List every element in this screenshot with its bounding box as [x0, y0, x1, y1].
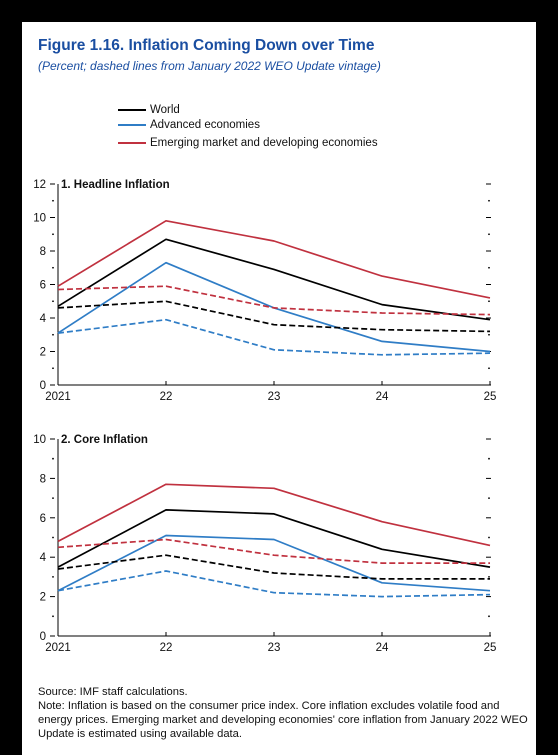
dashed-line-emerging-market-and-developing-economies	[57, 538, 490, 564]
panel-title: 2. Core Inflation	[61, 434, 148, 446]
figure-notes: Source: IMF staff calculations. Note: In…	[38, 685, 530, 741]
y-minor-tick-right	[488, 457, 490, 460]
y-tick-label: 0	[40, 631, 46, 643]
y-tick-label: 2	[40, 592, 46, 604]
x-tick-label: 22	[160, 642, 173, 654]
note-text: Note: Inflation is based on the consumer…	[38, 700, 528, 740]
y-minor-tick	[52, 457, 54, 460]
y-minor-tick	[52, 333, 54, 336]
legend-swatch-emerging	[118, 141, 146, 144]
y-minor-tick	[52, 199, 54, 202]
y-tick-label: 4	[40, 552, 47, 564]
y-tick-label: 0	[40, 380, 46, 392]
y-minor-tick-right	[488, 300, 490, 303]
y-minor-tick-right	[488, 367, 490, 370]
y-tick-label: 4	[40, 313, 47, 325]
legend: World Advanced economies Emerging market…	[118, 100, 378, 152]
y-tick-label: 6	[40, 280, 46, 292]
y-minor-tick-right	[488, 536, 490, 539]
figure-subtitle: (Percent; dashed lines from January 2022…	[38, 59, 381, 73]
legend-swatch-advanced	[118, 123, 146, 126]
line-emerging-market-and-developing-economies	[57, 483, 491, 547]
dashed-line-emerging-market-and-developing-economies	[57, 285, 491, 316]
figure-page: Figure 1.16. Inflation Coming Down over …	[22, 22, 536, 755]
dashed-line-advanced-economies	[57, 318, 491, 356]
x-tick-label: 25	[484, 642, 497, 654]
x-tick-label: 23	[268, 391, 281, 403]
legend-label-emerging: Emerging market and developing economies	[150, 136, 378, 149]
y-minor-tick	[52, 615, 54, 618]
y-minor-tick	[52, 576, 54, 578]
legend-item-advanced: Advanced economies	[118, 115, 378, 134]
x-tick-label: 2021	[45, 391, 71, 403]
legend-swatch-world	[118, 108, 146, 111]
y-minor-tick	[52, 497, 54, 499]
legend-item-emerging: Emerging market and developing economies	[118, 133, 378, 152]
x-tick-label: 24	[376, 391, 389, 403]
y-minor-tick-right	[488, 233, 490, 236]
y-minor-tick-right	[488, 266, 490, 269]
x-tick-label: 22	[160, 391, 173, 403]
y-tick-label: 10	[33, 434, 46, 446]
y-minor-tick	[52, 300, 54, 303]
y-tick-label: 2	[40, 347, 46, 359]
y-minor-tick	[52, 233, 54, 236]
y-minor-tick-right	[488, 199, 490, 202]
y-minor-tick-right	[488, 497, 490, 499]
line-world	[57, 238, 491, 321]
y-minor-tick	[52, 536, 54, 539]
line-emerging-market-and-developing-economies	[57, 219, 491, 299]
line-advanced-economies	[57, 534, 491, 592]
dashed-line-world	[57, 554, 490, 580]
y-minor-tick-right	[488, 576, 490, 578]
x-tick-label: 24	[376, 642, 389, 654]
y-minor-tick	[52, 266, 54, 269]
y-tick-label: 6	[40, 513, 46, 525]
legend-label-advanced: Advanced economies	[150, 118, 260, 131]
dashed-line-advanced-economies	[57, 570, 491, 598]
line-world	[57, 509, 491, 568]
dashed-line-world	[57, 300, 491, 333]
y-minor-tick	[52, 367, 54, 370]
source-text: Source: IMF staff calculations.	[38, 686, 188, 698]
x-tick-label: 25	[484, 391, 497, 403]
legend-item-world: World	[118, 100, 378, 119]
figure-title: Figure 1.16. Inflation Coming Down over …	[38, 37, 375, 54]
y-tick-label: 12	[33, 179, 46, 191]
panel-title: 1. Headline Inflation	[61, 179, 170, 191]
y-minor-tick-right	[488, 333, 490, 336]
y-tick-label: 8	[40, 473, 46, 485]
legend-label-world: World	[150, 103, 180, 116]
y-tick-label: 8	[40, 246, 46, 258]
y-minor-tick-right	[488, 615, 490, 618]
x-tick-label: 2021	[45, 642, 71, 654]
y-tick-label: 10	[33, 213, 46, 225]
x-tick-label: 23	[268, 642, 281, 654]
